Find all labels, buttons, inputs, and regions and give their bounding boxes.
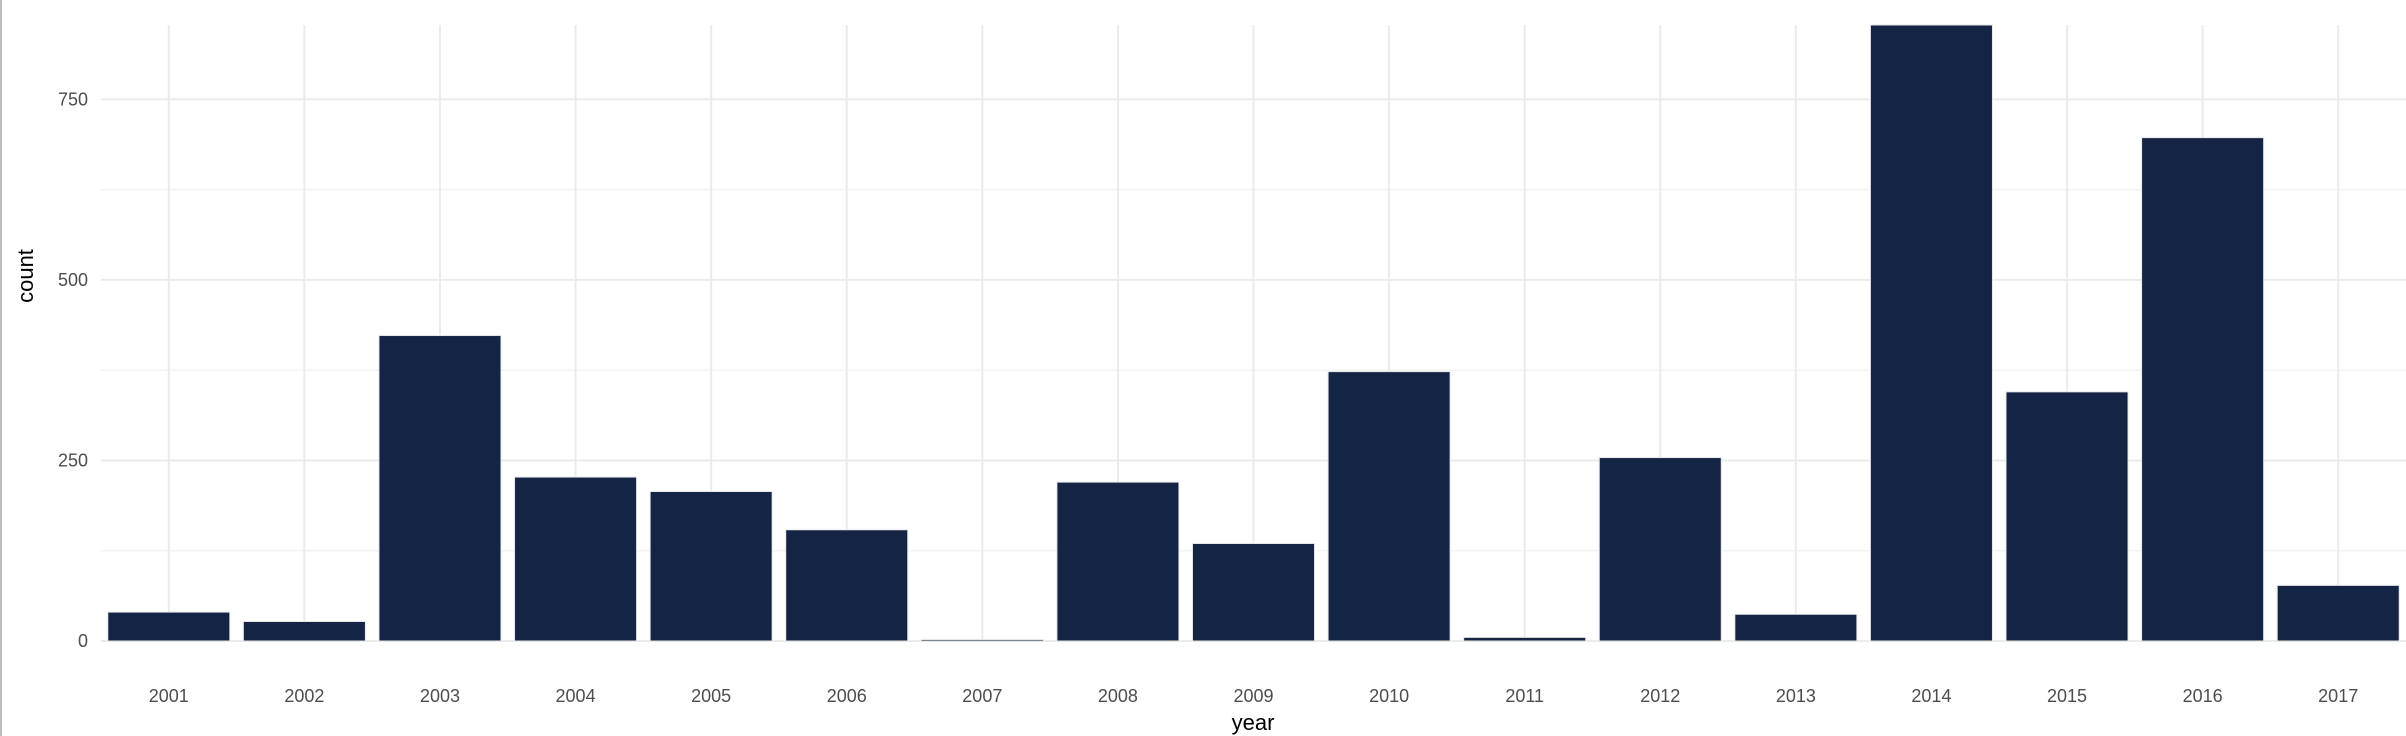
bar-2002 (242, 621, 366, 642)
x-tick-label: 2007 (962, 686, 1002, 706)
bar-2008 (1056, 481, 1180, 642)
y-tick-label: 250 (58, 450, 88, 470)
x-tick-label: 2004 (556, 686, 596, 706)
bar-2010 (1327, 371, 1451, 642)
y-tick-label: 0 (78, 631, 88, 651)
bar-2012 (1598, 457, 1722, 642)
x-tick-label: 2015 (2047, 686, 2087, 706)
bar-2004 (514, 476, 638, 642)
bar-2003 (378, 335, 502, 642)
x-tick-label: 2010 (1369, 686, 1409, 706)
bar-2013 (1734, 613, 1858, 642)
x-tick-label: 2008 (1098, 686, 1138, 706)
bar-2015 (2005, 391, 2129, 642)
x-tick-label: 2011 (1505, 686, 1544, 706)
x-tick-label: 2012 (1640, 686, 1680, 706)
x-tick-label: 2003 (420, 686, 460, 706)
x-tick-label: 2009 (1233, 686, 1273, 706)
left-border (0, 0, 2, 736)
y-tick-label: 750 (58, 89, 88, 109)
x-tick-label: 2002 (284, 686, 324, 706)
x-tick-label: 2013 (1776, 686, 1816, 706)
y-axis-title: count (13, 249, 38, 303)
x-tick-label: 2001 (149, 686, 189, 706)
x-axis-title: year (1232, 710, 1275, 735)
bar-2007 (920, 639, 1044, 642)
y-axis: 0 250 500 750 (58, 89, 88, 651)
bar-2005 (649, 491, 773, 642)
bar-2006 (785, 529, 909, 642)
bar-2016 (2141, 137, 2265, 642)
x-tick-label: 2017 (2318, 686, 2358, 706)
bar-2001 (107, 611, 231, 642)
x-tick-label: 2014 (1911, 686, 1951, 706)
x-tick-label: 2006 (827, 686, 867, 706)
y-tick-label: 500 (58, 270, 88, 290)
bar-2017 (2276, 584, 2400, 642)
x-tick-label: 2005 (691, 686, 731, 706)
bar-2011 (1463, 636, 1587, 642)
x-axis: 2001 2002 2003 2004 2005 2006 2007 2008 2009 2010… (149, 686, 2358, 706)
x-tick-label: 2016 (2183, 686, 2223, 706)
bars (107, 24, 2400, 642)
bar-2009 (1191, 543, 1316, 642)
bar-2014 (1869, 24, 1993, 642)
